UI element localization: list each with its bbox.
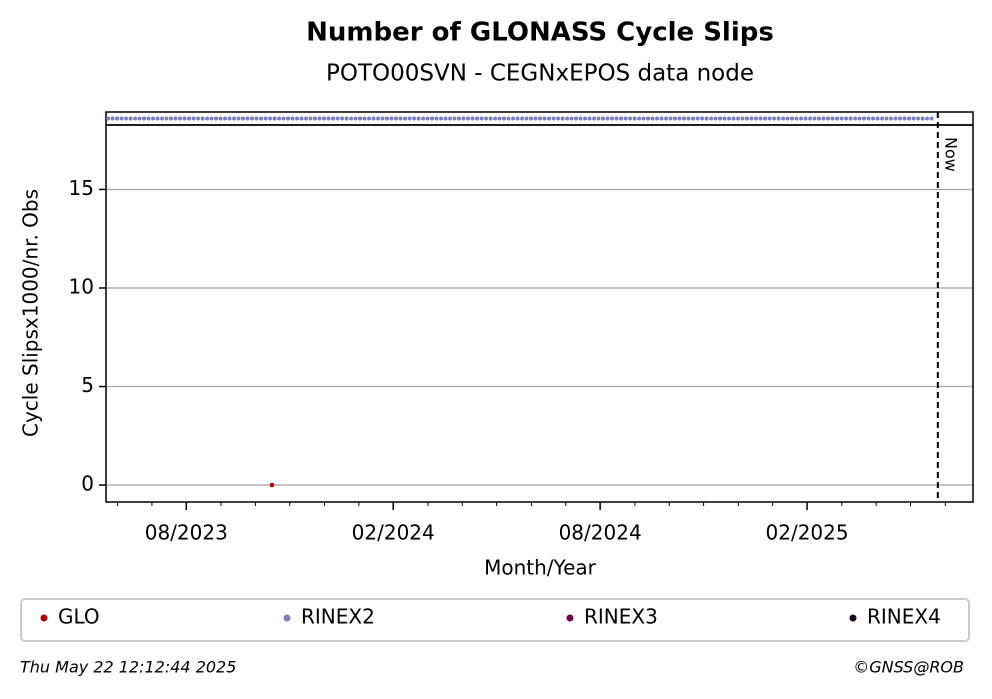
x-tick-label: 02/2025 <box>766 521 849 545</box>
x-tick-label: 08/2023 <box>145 521 228 545</box>
data-point <box>269 482 275 488</box>
legend-label: GLO <box>58 605 100 629</box>
y-tick-label: 15 <box>69 176 94 200</box>
legend-marker <box>566 614 574 622</box>
timestamp: Thu May 22 12:12:44 2025 <box>20 658 236 677</box>
legend-label: RINEX3 <box>584 605 658 629</box>
legend-label: RINEX2 <box>301 605 375 629</box>
now-label: Now <box>941 137 960 172</box>
y-tick-label: 5 <box>81 373 94 397</box>
chart-subtitle: POTO00SVN - CEGNxEPOS data node <box>326 61 754 87</box>
x-axis-label: Month/Year <box>484 556 597 580</box>
strip-frame <box>105 111 974 126</box>
y-tick-label: 10 <box>69 274 94 298</box>
legend-label: RINEX4 <box>867 605 941 629</box>
legend-marker <box>40 614 48 622</box>
credit: ©GNSS@ROB <box>853 658 964 677</box>
legend-box <box>20 598 970 642</box>
legend-marker <box>849 614 857 622</box>
y-axis-label: Cycle Slipsx1000/nr. Obs <box>19 189 43 437</box>
legend-marker <box>283 614 291 622</box>
y-tick-label: 0 <box>81 472 94 496</box>
chart-title: Number of GLONASS Cycle Slips <box>306 18 774 48</box>
x-tick-label: 02/2024 <box>352 521 435 545</box>
x-tick-label: 08/2024 <box>559 521 642 545</box>
